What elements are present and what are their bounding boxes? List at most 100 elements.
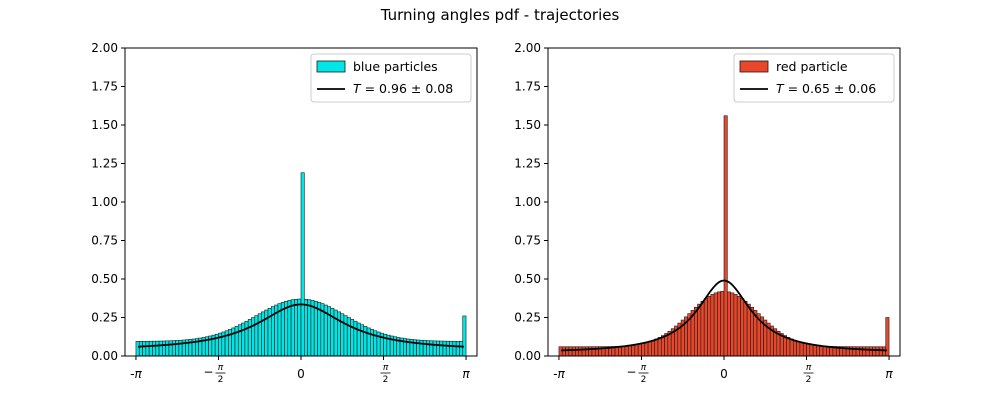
y-tick-label: 0.25: [91, 311, 118, 325]
legend-box: [310, 53, 472, 103]
histogram-bar: [575, 346, 580, 357]
histogram-bar: [426, 340, 431, 357]
chart-red-particle: 0.000.250.500.751.001.251.501.752.00-π − π…: [514, 41, 901, 385]
histogram-bar: [713, 292, 718, 357]
legend-fit-variable: T: [353, 81, 362, 96]
histogram-bar: [878, 346, 883, 357]
histogram-bar: [254, 315, 259, 357]
x-tick-numerator: π: [218, 363, 224, 373]
histogram-bar: [231, 327, 236, 357]
y-tick-label: 0.00: [514, 349, 541, 363]
histogram-bar: [585, 346, 589, 357]
x-tick-numerator: π: [806, 363, 812, 373]
histogram-bar: [241, 322, 246, 357]
histogram-bar: [707, 296, 712, 357]
histogram-bar: [439, 340, 444, 357]
legend-fit-value: = 0.96 ± 0.08: [361, 81, 454, 96]
x-tick-text: π: [462, 367, 470, 381]
histogram-bar: [442, 340, 447, 357]
legend-label-histogram: red particle: [776, 59, 848, 74]
histogram-bar: [789, 338, 794, 357]
histogram-bar: [578, 346, 583, 357]
x-tick-label: π2: [380, 363, 391, 385]
histogram-bar: [452, 340, 457, 357]
histogram-bar: [155, 340, 160, 357]
histogram-bar: [799, 342, 804, 357]
x-tick-minus: −: [203, 365, 213, 379]
x-tick-label: π2: [803, 363, 814, 385]
histogram-bar: [247, 319, 252, 357]
y-tick-label: 2.00: [514, 41, 541, 55]
histogram-bar: [561, 346, 566, 357]
histogram-bar: [432, 340, 437, 357]
legend-fit-variable: T: [776, 81, 785, 96]
histogram-bar: [244, 320, 249, 357]
histogram-bar: [637, 343, 642, 357]
histogram-bar: [360, 324, 365, 357]
histogram-bar: [142, 340, 147, 357]
chart-blue-particles: 0.000.250.500.751.001.251.501.752.00-π − π…: [91, 41, 478, 385]
figure-title: Turning angles pdf - trajectories: [380, 6, 620, 24]
histogram-bar: [237, 324, 242, 357]
histogram-bar: [251, 317, 256, 357]
histogram-bar: [459, 341, 464, 357]
x-tick-denominator: 2: [806, 375, 812, 385]
x-tick-label: − π 2: [203, 363, 226, 385]
histogram-bar: [261, 311, 265, 357]
histogram-bar: [786, 337, 791, 357]
x-tick-text: -π: [130, 367, 142, 381]
histogram-bar: [697, 303, 702, 357]
legend-swatch-histogram: [316, 60, 346, 73]
x-tick-text: π: [885, 367, 893, 381]
histogram-bar: [723, 115, 728, 357]
histogram-bar: [872, 346, 877, 357]
y-tick-label: 0.50: [514, 272, 541, 286]
histogram-bar: [145, 340, 150, 357]
y-tick-label: 1.50: [514, 118, 541, 132]
x-tick-label: − π 2: [626, 363, 649, 385]
histogram-bar: [310, 300, 315, 357]
x-tick-denominator: 2: [218, 375, 224, 385]
y-tick-label: 0.75: [514, 234, 541, 248]
histogram-bar: [158, 340, 163, 357]
histogram-bar: [422, 340, 427, 357]
x-tick-label: 0: [297, 367, 305, 381]
histogram-bar: [294, 298, 298, 357]
histogram-bar: [750, 306, 755, 357]
histogram-bar: [631, 344, 636, 357]
x-tick-numerator: π: [383, 363, 389, 373]
x-tick-label: -π: [553, 367, 565, 381]
y-tick-label: 0.75: [91, 234, 118, 248]
histogram-bar: [819, 345, 824, 357]
x-tick-text: 0: [720, 367, 728, 381]
legend-box: [733, 53, 895, 103]
histogram-bar: [168, 340, 173, 357]
y-tick-label: 0.50: [91, 272, 118, 286]
histogram-bar: [796, 341, 801, 357]
y-tick-label: 0.25: [514, 311, 541, 325]
histogram-bar: [462, 315, 467, 357]
x-tick-denominator: 2: [383, 375, 389, 385]
y-tick-label: 1.75: [91, 80, 118, 94]
histogram-bars: [135, 172, 467, 357]
histogram-bar: [565, 346, 570, 357]
histogram-bar: [624, 345, 629, 357]
histogram-bar: [445, 340, 450, 357]
histogram-bar: [730, 292, 735, 357]
histogram-bar: [337, 311, 341, 357]
histogram-bar: [783, 335, 788, 357]
y-tick-label: 2.00: [91, 41, 118, 55]
histogram-bar: [297, 298, 302, 357]
histogram-bar: [363, 326, 368, 357]
x-tick-label: -π: [130, 367, 142, 381]
histogram-bar: [882, 346, 887, 357]
histogram-bar: [455, 340, 460, 357]
histogram-bar: [746, 303, 751, 357]
x-tick-label: π: [462, 367, 470, 381]
histogram-bar: [703, 298, 708, 357]
histogram-bar: [162, 340, 166, 357]
histogram-bar: [350, 319, 355, 357]
histogram-bar: [812, 344, 817, 357]
histogram-bar: [568, 346, 573, 357]
